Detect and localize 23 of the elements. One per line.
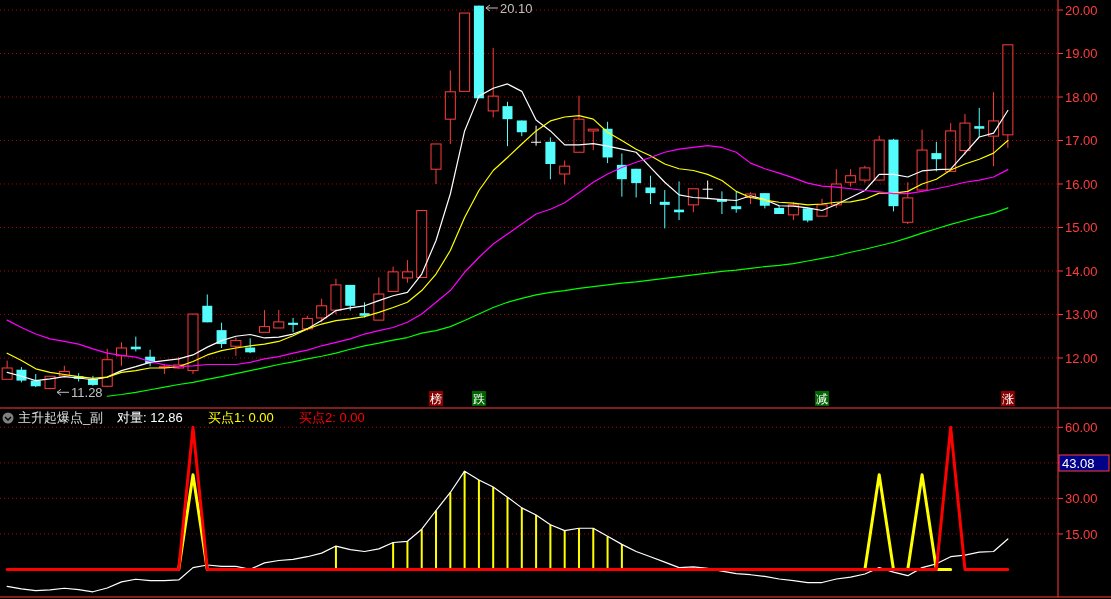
annotation: 跌: [472, 392, 485, 406]
text: 43.08: [1062, 455, 1095, 471]
annotation: 减: [816, 392, 829, 406]
y-tick-label: 12.00: [1065, 350, 1098, 366]
y-tick-label: 15.00: [1065, 526, 1098, 542]
chart-title: 主升起爆点_副: [18, 410, 104, 425]
y-tick-label: 17.00: [1065, 133, 1098, 149]
text: 买点2: 0.00: [299, 410, 365, 425]
annotation: 11.28: [71, 384, 103, 400]
y-tick-label: 15.00: [1065, 220, 1098, 236]
annotation: 涨: [1001, 392, 1014, 406]
annotation: 20.10: [499, 0, 533, 16]
y-tick-label: 14.00: [1065, 263, 1098, 279]
y-tick-label: 16.00: [1065, 176, 1098, 192]
y-tick-label: 60.00: [1065, 419, 1098, 435]
y-tick-label: 30.00: [1065, 490, 1098, 506]
y-tick-label: 20.00: [1065, 2, 1098, 18]
text: 对量: 12.86: [117, 410, 183, 425]
text: 买点1: 0.00: [208, 410, 274, 425]
y-tick-label: 18.00: [1065, 89, 1098, 105]
y-tick-label: 13.00: [1065, 307, 1098, 323]
annotation: 榜: [430, 392, 443, 406]
y-tick-label: 19.00: [1065, 46, 1098, 62]
